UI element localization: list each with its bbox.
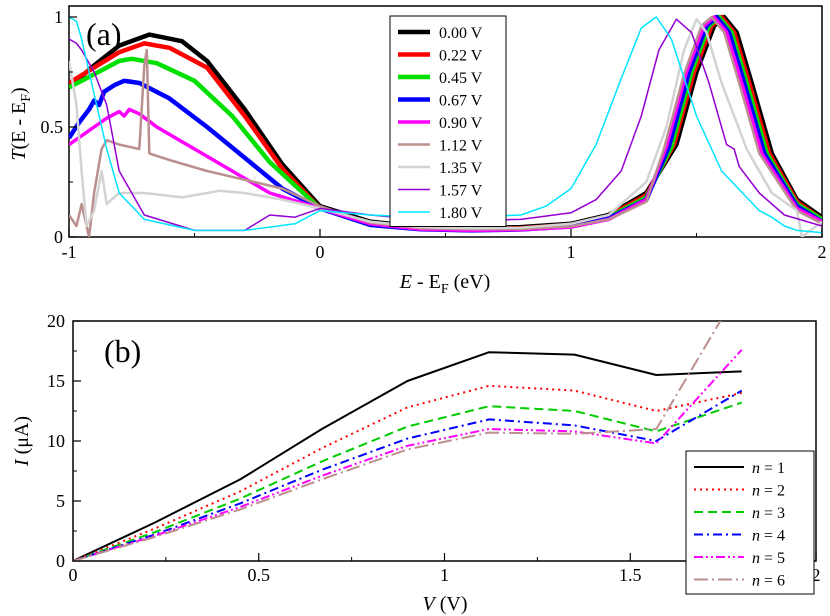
b-legend-label-n-1: n = 1 [752,460,785,477]
b-y-tick-label-20: 20 [47,311,65,331]
a-y-tick-label-0-5: 0.5 [41,117,64,137]
a-legend-label-0-22-v: 0.22 V [439,48,483,65]
a-ylabel-sub: F [19,94,34,102]
panel-b-y-axis-title: I (μA) [11,416,33,467]
a-xlabel-mid: - E [412,271,441,293]
series-a-1-12-v [69,15,822,237]
b-legend-label-n-5: n = 5 [752,550,785,567]
series-a-1-80-v [69,16,822,234]
a-y-tick-label-0: 0 [54,227,63,247]
svg-text:I (μA): I (μA) [11,416,33,467]
b-y-tick-label-15: 15 [47,371,65,391]
a-y-tick-label-1: 1 [54,7,63,27]
b-ylabel-I: I [11,458,33,467]
series-b-n-5 [73,349,743,561]
panel-a-y-axis-title: T(E - EF) [8,87,34,160]
b-x-tick-label-2: 2 [812,565,821,585]
panel-a-ticks: -1 0 1 200.51 [41,7,827,262]
b-x-tick-label-0: 0 [69,565,78,585]
a-x-tick-label-1: -1 [62,242,77,262]
series-b-n-1 [73,351,742,561]
b-legend-label-n-2: n = 2 [752,483,785,500]
a-legend-label-1-57-v: 1.57 V [439,183,483,200]
a-legend-label-0-45-v: 0.45 V [439,70,483,87]
panel-a-x-axis-title: E - EF (eV) [399,271,491,297]
a-legend-label-0-00-v: 0.00 V [439,25,483,42]
a-x-tick-label-0: 0 [316,242,325,262]
b-y-tick-label-10: 10 [47,431,65,451]
b-xlabel-V: V [423,593,438,615]
series-b-n-3 [73,401,743,561]
b-ylabel-unit: (μA) [11,416,33,460]
panel-a-plot-area [69,14,822,237]
panel-b-label: (b) [104,333,141,369]
a-xlabel-E: E [399,271,412,293]
a-xlabel-unit: (eV) [449,271,491,293]
b-legend-label-n-3: n = 3 [752,505,785,522]
svg-text:E - EF (eV): E - EF (eV) [399,271,491,297]
svg-text:V (V): V (V) [423,593,468,615]
b-legend-box [685,450,815,595]
a-legend-label-0-67-v: 0.67 V [439,93,483,110]
series-b-n-6 [73,321,722,561]
panel-a-label: (a) [86,16,122,52]
b-x-tick-label-1: 1 [440,565,449,585]
panel-a-legend: 0.00 V 0.22 V 0.45 V 0.67 V 0.90 V 1.12 V 1.35… [389,15,507,227]
series-b-n-2 [73,384,742,561]
series-b-n-4 [73,389,743,561]
b-x-tick-label-0-5: 0.5 [248,565,271,585]
svg-text:T(E - EF): T(E - EF) [8,87,34,160]
a-legend-label-1-80-v: 1.80 V [439,205,483,222]
panel-b-series-group [73,321,743,561]
a-x-tick-label-1: 1 [567,242,576,262]
a-xlabel-sub: F [441,282,449,297]
panel-b-legend: n = 1 n = 2 n = 3 n = 4 n = 5 n = 6 [685,450,815,595]
b-x-tick-label-1-5: 1.5 [619,565,642,585]
a-legend-label-1-12-v: 1.12 V [439,138,483,155]
b-legend-label-n-6: n = 6 [752,573,785,590]
a-ylabel-close: ) [8,87,30,94]
a-legend-label-1-35-v: 1.35 V [439,160,483,177]
a-legend-label-0-90-v: 0.90 V [439,115,483,132]
panel-a: -1 0 1 200.51 (a) T(E - EF) E - EF (eV) 0.0… [8,5,827,297]
a-x-tick-label-2: 2 [818,242,827,262]
series-a-1-35-v [69,17,822,237]
b-legend-label-n-4: n = 4 [752,528,785,545]
a-ylabel-T: T [8,148,30,161]
panel-b-plot-area [73,321,743,561]
panel-b-x-axis-title: V (V) [423,593,468,615]
b-xlabel-unit: (V) [435,593,468,615]
b-y-tick-label-5: 5 [56,491,65,511]
b-y-tick-label-0: 0 [56,551,65,571]
a-ylabel-arg: (E - E [8,102,30,150]
panel-a-series-group [69,14,822,237]
